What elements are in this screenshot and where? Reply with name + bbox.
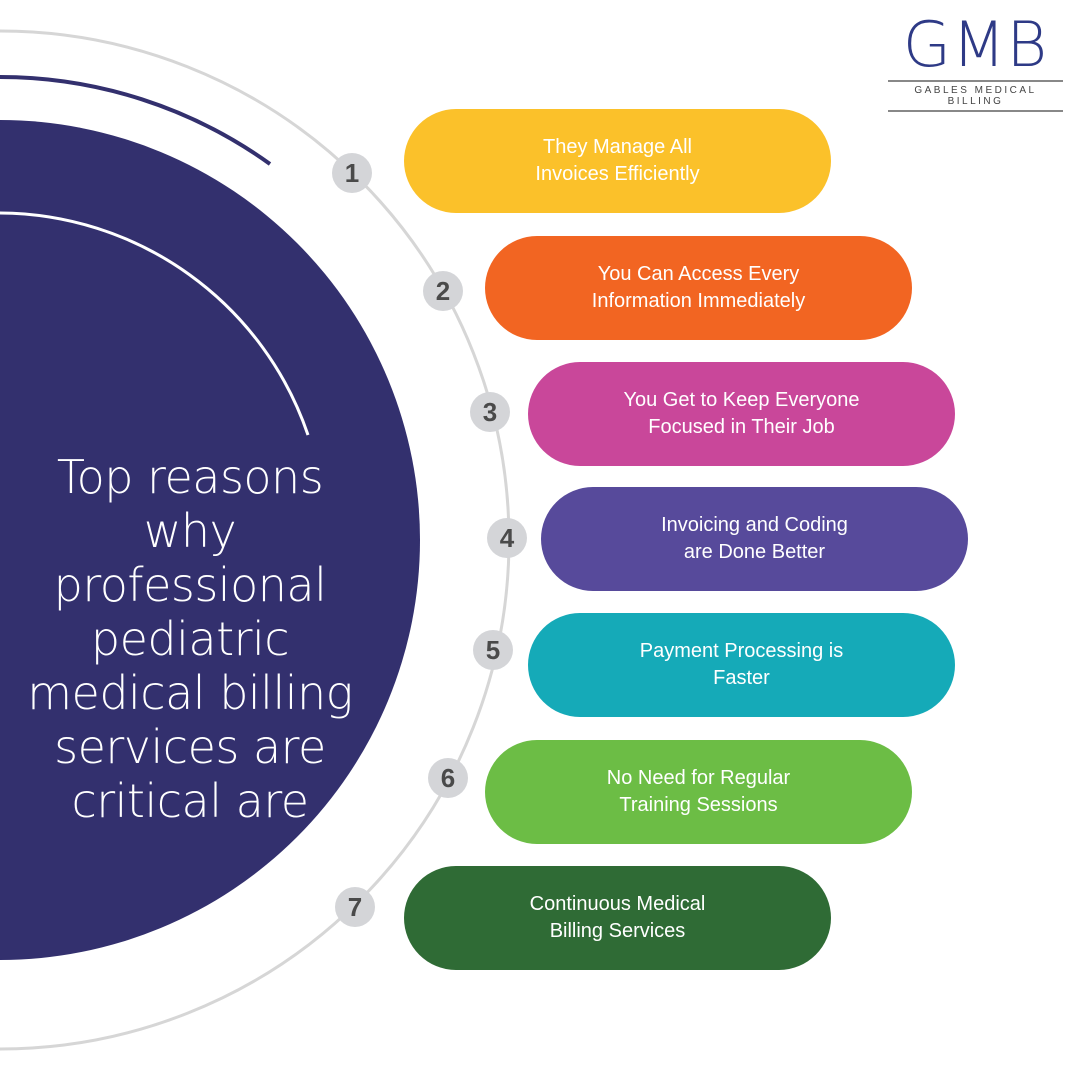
logo-subtitle: GABLES MEDICAL BILLING bbox=[888, 80, 1063, 112]
reason-label: Invoicing and Coding are Done Better bbox=[661, 514, 848, 563]
reason-pill: Continuous Medical Billing Services bbox=[404, 866, 831, 970]
reason-pill: You Get to Keep Everyone Focused in Thei… bbox=[528, 362, 955, 466]
reason-label: You Get to Keep Everyone Focused in Thei… bbox=[623, 389, 860, 438]
reason-label: You Can Access Every Information Immedia… bbox=[591, 263, 806, 312]
reason-label: Payment Processing is Faster bbox=[639, 640, 844, 689]
page-title: Top reasons why professional pediatric m… bbox=[27, 450, 353, 828]
step-number-badge: 3 bbox=[470, 392, 510, 432]
navy-circle bbox=[0, 120, 420, 960]
reason-pill: No Need for Regular Training Sessions bbox=[485, 740, 912, 844]
reason-label: No Need for Regular Training Sessions bbox=[606, 767, 791, 816]
reason-label: Continuous Medical Billing Services bbox=[529, 893, 706, 942]
reason-pill: They Manage All Invoices Efficiently bbox=[404, 109, 831, 213]
reason-pill: Payment Processing is Faster bbox=[528, 613, 955, 717]
logo-mark: GMB bbox=[902, 8, 1049, 81]
gmb-logo: GMB GABLES MEDICAL BILLING bbox=[888, 10, 1063, 112]
white-accent-arc bbox=[0, 211, 310, 436]
reason-pill: Invoicing and Coding are Done Better bbox=[541, 487, 968, 591]
step-number-badge: 5 bbox=[473, 630, 513, 670]
step-number-badge: 4 bbox=[487, 518, 527, 558]
step-number-badge: 2 bbox=[423, 271, 463, 311]
step-number-badge: 6 bbox=[428, 758, 468, 798]
reason-label: They Manage All Invoices Efficiently bbox=[535, 136, 700, 185]
reason-pill: You Can Access Every Information Immedia… bbox=[485, 236, 912, 340]
navy-accent-arc bbox=[0, 75, 272, 166]
step-number-badge: 7 bbox=[335, 887, 375, 927]
step-number-badge: 1 bbox=[332, 153, 372, 193]
